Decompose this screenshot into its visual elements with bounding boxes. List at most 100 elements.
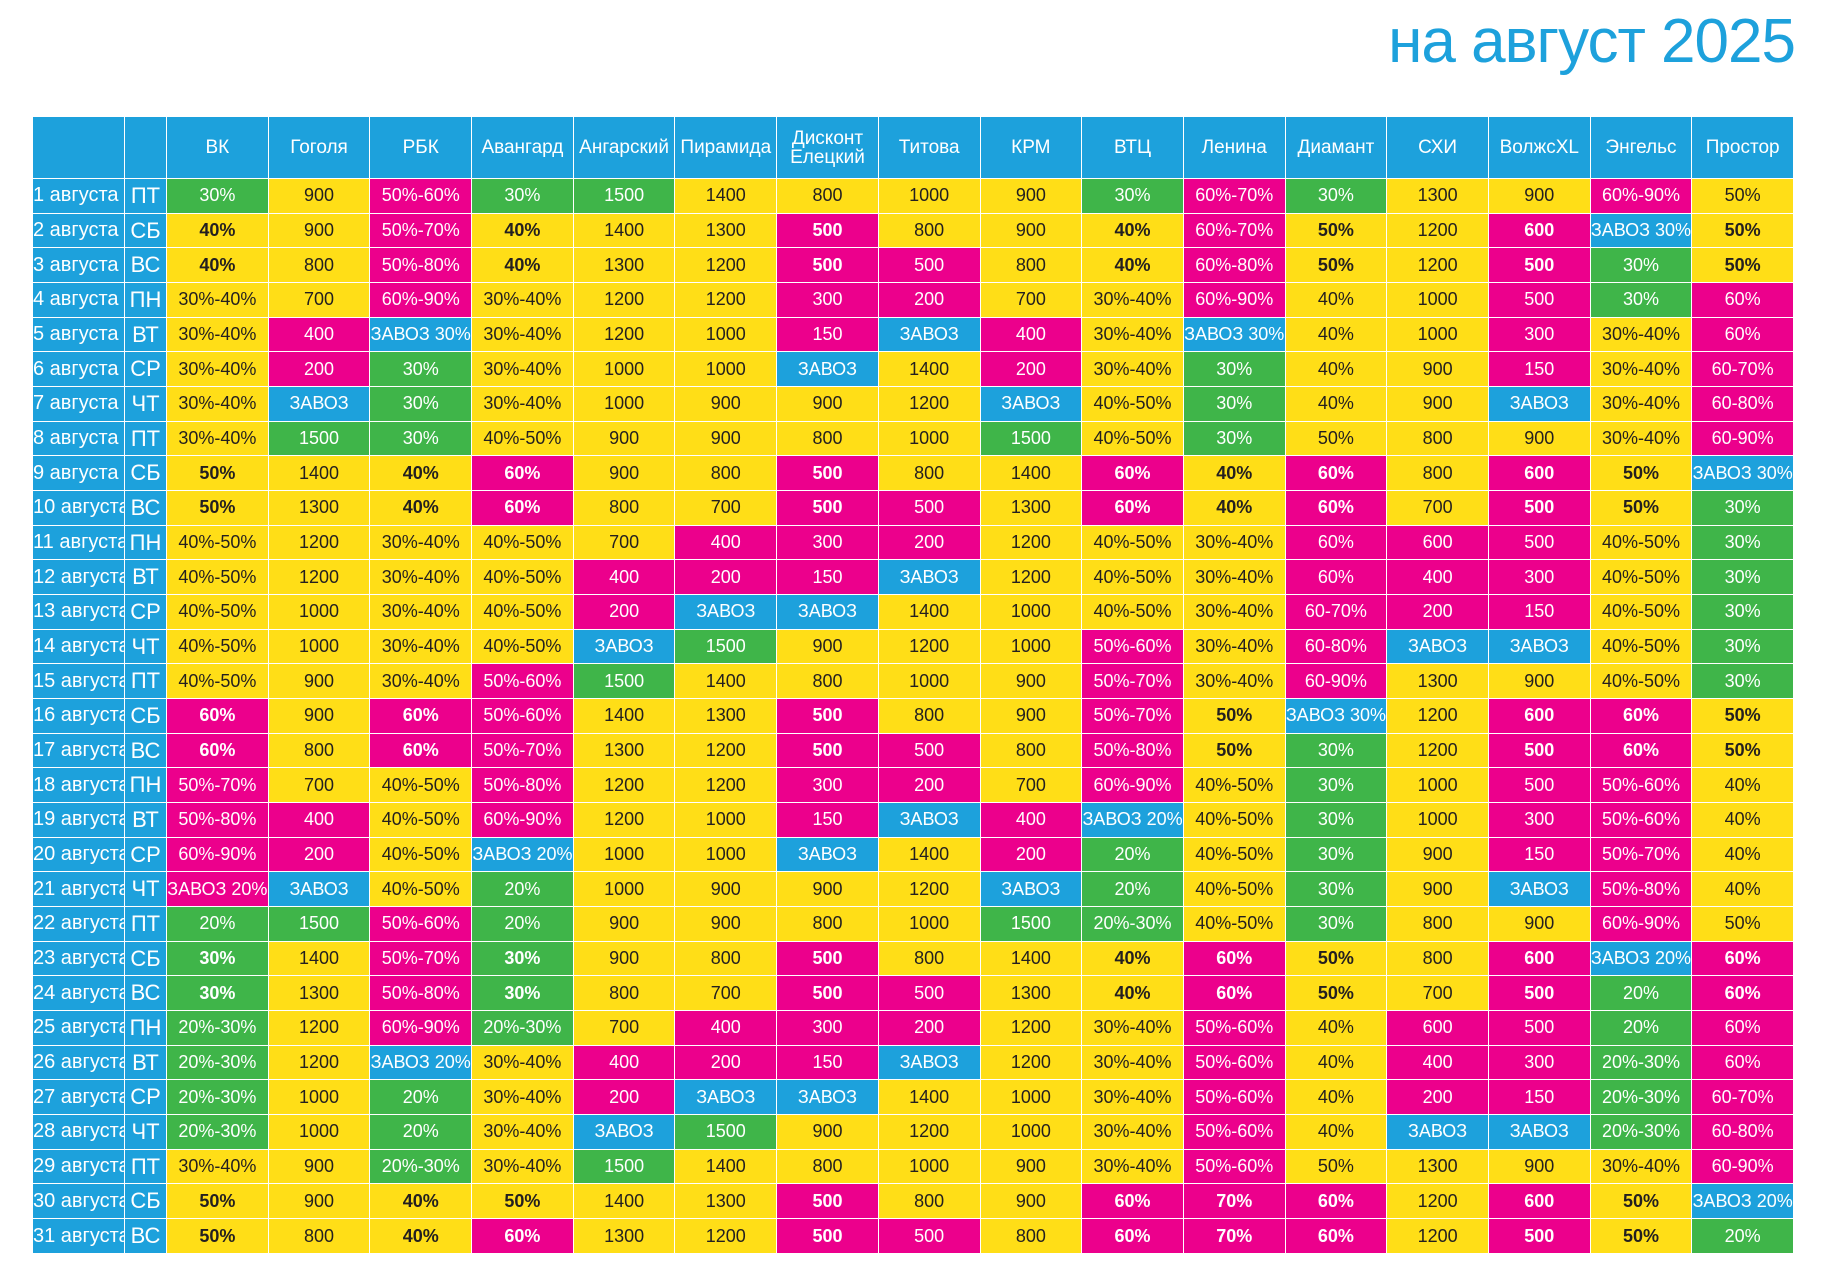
schedule-cell: 40%-50% bbox=[1082, 387, 1184, 422]
schedule-cell: 30%-40% bbox=[472, 387, 574, 422]
schedule-cell: 20%-30% bbox=[167, 1080, 269, 1115]
schedule-cell: 200 bbox=[675, 560, 777, 595]
schedule-cell: 40%-50% bbox=[472, 421, 574, 456]
schedule-cell: 800 bbox=[777, 421, 879, 456]
schedule-cell: 1300 bbox=[675, 213, 777, 248]
schedule-cell: 800 bbox=[777, 179, 879, 214]
schedule-cell: 500 bbox=[777, 1219, 879, 1254]
schedule-cell: 1500 bbox=[675, 1115, 777, 1150]
column-header: КРМ bbox=[980, 117, 1082, 179]
schedule-cell: 60%-90% bbox=[1082, 768, 1184, 803]
schedule-cell: 700 bbox=[1387, 976, 1489, 1011]
date-label: 28 августа bbox=[33, 1115, 125, 1150]
schedule-cell: ЗАВОЗ bbox=[777, 837, 879, 872]
date-label: 12 августа bbox=[33, 560, 125, 595]
schedule-cell: 40%-50% bbox=[472, 525, 574, 560]
schedule-cell: 50%-60% bbox=[370, 907, 472, 942]
schedule-cell: 1000 bbox=[268, 1115, 370, 1150]
schedule-cell: 30% bbox=[370, 421, 472, 456]
schedule-cell: 800 bbox=[573, 976, 675, 1011]
schedule-cell: 40% bbox=[1082, 213, 1184, 248]
schedule-cell: 500 bbox=[777, 733, 879, 768]
column-header: РБК bbox=[370, 117, 472, 179]
date-label: 29 августа bbox=[33, 1149, 125, 1184]
schedule-cell: 900 bbox=[268, 213, 370, 248]
schedule-cell: 900 bbox=[980, 213, 1082, 248]
schedule-cell: 20%-30% bbox=[1590, 1045, 1692, 1080]
schedule-cell: 1500 bbox=[980, 907, 1082, 942]
date-label: 7 августа bbox=[33, 387, 125, 422]
schedule-cell: 500 bbox=[1488, 976, 1590, 1011]
schedule-cell: ЗАВОЗ bbox=[878, 317, 980, 352]
schedule-cell: 40% bbox=[167, 213, 269, 248]
schedule-cell: 1300 bbox=[980, 976, 1082, 1011]
schedule-cell: 500 bbox=[777, 699, 879, 734]
schedule-cell: 40% bbox=[1183, 456, 1285, 491]
schedule-cell: 1200 bbox=[675, 248, 777, 283]
schedule-cell: 30% bbox=[1082, 179, 1184, 214]
column-header: Пирамида bbox=[675, 117, 777, 179]
schedule-cell: 40% bbox=[1692, 837, 1794, 872]
weekday-label: ПН bbox=[125, 283, 167, 318]
header-corner bbox=[33, 117, 125, 179]
table-row: 7 августа ЧТ 30%-40% ЗАВОЗ 30% 30%-40% 1000 900… bbox=[33, 387, 1794, 422]
schedule-cell: 60%-90% bbox=[1183, 283, 1285, 318]
schedule-cell: 400 bbox=[573, 560, 675, 595]
schedule-cell: 30%-40% bbox=[1590, 1149, 1692, 1184]
schedule-cell: 50%-70% bbox=[1590, 837, 1692, 872]
schedule-cell: 40% bbox=[1285, 1080, 1387, 1115]
schedule-cell: 500 bbox=[1488, 525, 1590, 560]
schedule-cell: ЗАВОЗ bbox=[1387, 1115, 1489, 1150]
schedule-cell: 800 bbox=[268, 733, 370, 768]
schedule-cell: 900 bbox=[1488, 421, 1590, 456]
schedule-cell: 800 bbox=[878, 213, 980, 248]
schedule-cell: 900 bbox=[268, 699, 370, 734]
schedule-cell: 30%-40% bbox=[1183, 525, 1285, 560]
schedule-cell: 30%-40% bbox=[167, 317, 269, 352]
schedule-cell: 30%-40% bbox=[1183, 664, 1285, 699]
schedule-cell: 150 bbox=[1488, 1080, 1590, 1115]
weekday-label: СБ bbox=[125, 456, 167, 491]
schedule-cell: 50%-70% bbox=[370, 213, 472, 248]
schedule-cell: 400 bbox=[980, 803, 1082, 838]
schedule-cell: ЗАВОЗ bbox=[878, 1045, 980, 1080]
schedule-cell: 60% bbox=[1692, 941, 1794, 976]
schedule-cell: 400 bbox=[1387, 560, 1489, 595]
schedule-cell: 400 bbox=[980, 317, 1082, 352]
schedule-cell: 30% bbox=[167, 976, 269, 1011]
schedule-cell: 1000 bbox=[980, 1080, 1082, 1115]
schedule-cell: 900 bbox=[675, 421, 777, 456]
table-row: 30 августа СБ 50% 900 40% 50% 1400 1300 500 800 90… bbox=[33, 1184, 1794, 1219]
schedule-cell: 60-80% bbox=[1285, 629, 1387, 664]
schedule-cell: 40% bbox=[1692, 872, 1794, 907]
schedule-cell: 40% bbox=[370, 491, 472, 526]
schedule-cell: 1300 bbox=[268, 976, 370, 1011]
schedule-cell: 30% bbox=[1285, 768, 1387, 803]
schedule-cell: 300 bbox=[777, 525, 879, 560]
schedule-cell: 1000 bbox=[1387, 317, 1489, 352]
schedule-cell: 30% bbox=[1285, 803, 1387, 838]
schedule-cell: 40%-50% bbox=[1082, 560, 1184, 595]
schedule-cell: 900 bbox=[1387, 387, 1489, 422]
schedule-cell: 20% bbox=[1590, 976, 1692, 1011]
table-row: 1 августа ПТ 30% 900 50%-60% 30% 1500 1400 800 10… bbox=[33, 179, 1794, 214]
schedule-cell: 40%-50% bbox=[167, 664, 269, 699]
schedule-cell: 30%-40% bbox=[167, 1149, 269, 1184]
schedule-cell: 20% bbox=[472, 872, 574, 907]
schedule-cell: 1200 bbox=[878, 387, 980, 422]
weekday-label: ВТ bbox=[125, 560, 167, 595]
schedule-cell: 50%-80% bbox=[370, 248, 472, 283]
schedule-cell: 30%-40% bbox=[1082, 1011, 1184, 1046]
schedule-cell: 1500 bbox=[268, 907, 370, 942]
schedule-cell: 200 bbox=[573, 1080, 675, 1115]
schedule-cell: 50% bbox=[167, 1219, 269, 1254]
schedule-cell: 1300 bbox=[1387, 1149, 1489, 1184]
schedule-cell: 900 bbox=[980, 1184, 1082, 1219]
schedule-cell: 1400 bbox=[573, 699, 675, 734]
table-row: 13 августа СР 40%-50% 1000 30%-40% 40%-50% 200… bbox=[33, 595, 1794, 630]
weekday-label: ПН bbox=[125, 525, 167, 560]
table-row: 25 августа ПН 20%-30% 1200 60%-90% 20%-30% 700… bbox=[33, 1011, 1794, 1046]
schedule-cell: 1200 bbox=[573, 803, 675, 838]
schedule-cell: ЗАВОЗ bbox=[777, 1080, 879, 1115]
schedule-cell: 30%-40% bbox=[472, 317, 574, 352]
